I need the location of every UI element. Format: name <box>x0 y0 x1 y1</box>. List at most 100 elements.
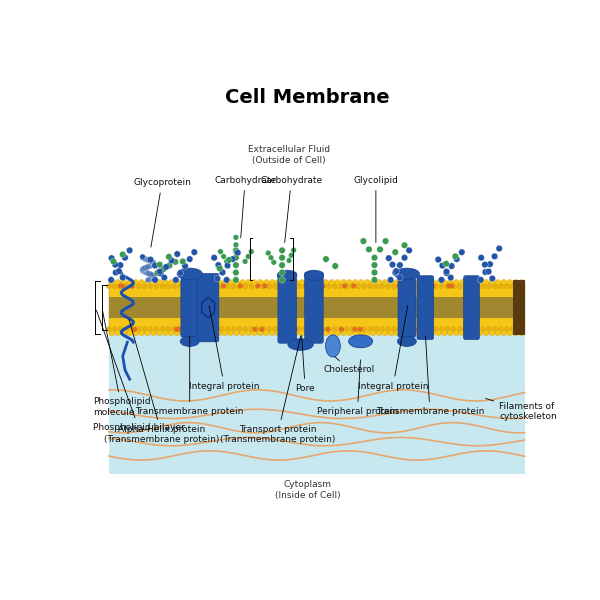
Circle shape <box>308 328 312 331</box>
Circle shape <box>439 284 444 289</box>
Circle shape <box>326 328 329 331</box>
Circle shape <box>149 272 155 278</box>
Circle shape <box>146 271 152 277</box>
Circle shape <box>187 256 193 262</box>
Circle shape <box>362 326 367 331</box>
Circle shape <box>146 258 152 263</box>
Circle shape <box>454 280 459 285</box>
Circle shape <box>398 326 402 331</box>
Circle shape <box>145 271 151 276</box>
Circle shape <box>140 255 146 260</box>
Circle shape <box>501 330 506 336</box>
Circle shape <box>190 284 194 289</box>
Circle shape <box>233 250 239 255</box>
Circle shape <box>127 330 133 336</box>
Circle shape <box>160 284 164 289</box>
Circle shape <box>460 280 465 285</box>
Circle shape <box>235 250 241 256</box>
Circle shape <box>394 330 400 336</box>
Text: Cholesterol: Cholesterol <box>323 356 375 374</box>
Circle shape <box>214 284 218 289</box>
Circle shape <box>371 269 378 276</box>
Circle shape <box>281 330 287 336</box>
Circle shape <box>302 284 307 289</box>
Circle shape <box>350 326 355 331</box>
Circle shape <box>145 330 150 336</box>
Circle shape <box>290 326 295 331</box>
Circle shape <box>253 328 257 331</box>
Circle shape <box>296 284 301 289</box>
Text: Cell Membrane: Cell Membrane <box>225 88 390 107</box>
Circle shape <box>370 280 376 285</box>
Circle shape <box>151 262 156 267</box>
Circle shape <box>356 326 361 331</box>
Circle shape <box>166 284 170 289</box>
Circle shape <box>216 280 221 285</box>
Circle shape <box>305 280 311 285</box>
Circle shape <box>268 255 274 260</box>
Circle shape <box>507 280 512 285</box>
Circle shape <box>208 284 212 289</box>
Circle shape <box>439 326 444 331</box>
Circle shape <box>174 251 181 257</box>
Circle shape <box>172 284 176 289</box>
Circle shape <box>489 330 495 336</box>
Circle shape <box>307 284 311 288</box>
Circle shape <box>481 326 485 331</box>
Circle shape <box>279 284 283 289</box>
Circle shape <box>415 284 420 289</box>
Circle shape <box>242 259 248 264</box>
Circle shape <box>436 280 441 285</box>
Circle shape <box>140 254 145 260</box>
Circle shape <box>433 284 438 289</box>
Circle shape <box>305 330 311 336</box>
Circle shape <box>323 256 329 262</box>
Circle shape <box>435 256 442 263</box>
Circle shape <box>323 280 328 285</box>
Circle shape <box>451 284 456 289</box>
Circle shape <box>147 256 154 263</box>
Text: Filaments of
cytoskeleton: Filaments of cytoskeleton <box>486 398 557 421</box>
Circle shape <box>335 280 340 285</box>
Circle shape <box>442 330 447 336</box>
Circle shape <box>243 284 248 289</box>
FancyBboxPatch shape <box>197 274 219 342</box>
Circle shape <box>409 326 414 331</box>
Circle shape <box>263 284 267 288</box>
Circle shape <box>505 326 509 331</box>
Circle shape <box>163 330 168 336</box>
Text: Carbohydrate: Carbohydrate <box>214 176 276 238</box>
Circle shape <box>224 262 231 269</box>
Circle shape <box>186 330 192 336</box>
Circle shape <box>394 280 400 285</box>
Circle shape <box>141 266 146 271</box>
Circle shape <box>146 263 152 269</box>
Circle shape <box>151 275 156 280</box>
Circle shape <box>245 330 251 336</box>
Circle shape <box>451 326 456 331</box>
Circle shape <box>416 328 420 331</box>
Circle shape <box>424 330 430 336</box>
Circle shape <box>184 326 188 331</box>
FancyBboxPatch shape <box>109 325 524 474</box>
Circle shape <box>469 284 473 289</box>
Circle shape <box>388 277 394 283</box>
Circle shape <box>152 262 158 269</box>
Circle shape <box>130 326 135 331</box>
Circle shape <box>109 280 115 285</box>
Circle shape <box>251 330 257 336</box>
Circle shape <box>443 268 450 275</box>
Circle shape <box>287 330 293 336</box>
Circle shape <box>501 280 506 285</box>
Circle shape <box>353 330 358 336</box>
Circle shape <box>233 262 239 268</box>
Circle shape <box>186 280 192 285</box>
Circle shape <box>115 330 121 336</box>
Circle shape <box>340 328 343 331</box>
Circle shape <box>392 249 398 256</box>
Text: Glycoprotein: Glycoprotein <box>133 178 191 247</box>
Circle shape <box>513 280 518 285</box>
Circle shape <box>216 330 221 336</box>
Circle shape <box>118 326 123 331</box>
Circle shape <box>151 273 156 278</box>
